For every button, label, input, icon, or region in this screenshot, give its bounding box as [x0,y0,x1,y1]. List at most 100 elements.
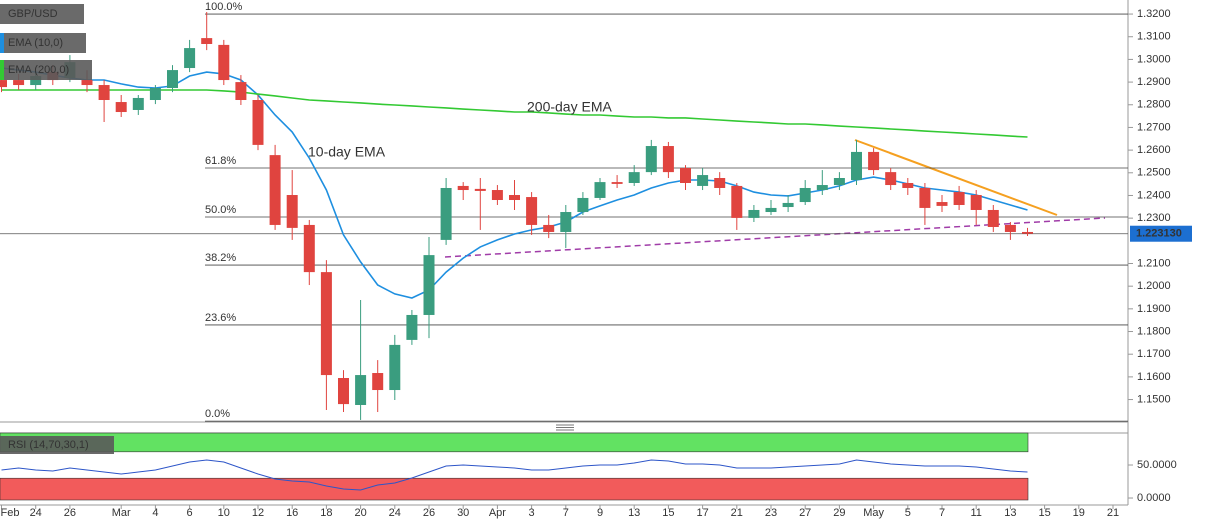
candle-body [851,151,862,181]
fib-label: 23.6% [205,312,236,324]
x-tick-label: 13 [628,507,640,519]
candle-body [474,188,486,191]
fib-label: 100.0% [205,1,243,13]
y-tick-label: 0.0000 [1137,492,1171,504]
candle-body [816,185,828,191]
legend-label: EMA (200,0) [8,64,69,76]
candle-body [13,80,25,86]
legend-label: EMA (10,0) [8,37,63,49]
candle-body [338,378,349,405]
candle-body [526,197,538,225]
candle-body [680,168,691,183]
annotation: 10-day EMA [308,144,386,160]
candle-body [1004,224,1016,232]
x-tick-label: Feb [1,507,20,519]
y-tick-label: 1.3200 [1137,8,1171,20]
candle-body [269,155,281,225]
y-tick-label: 1.1500 [1137,393,1171,405]
legend-swatch [0,33,4,53]
legend-box [0,33,86,53]
candle-body [748,209,760,218]
candle-body [0,80,7,88]
symbol-label: GBP/USD [8,8,58,20]
x-tick-label: 20 [354,507,366,519]
x-tick-label: 6 [187,507,193,519]
x-tick-label: 15 [1038,507,1050,519]
x-tick-label: 30 [457,507,469,519]
fib-label: 50.0% [205,204,236,216]
candle-body [167,70,178,88]
candle-body [132,97,144,110]
candle-body [440,187,452,240]
x-tick-label: 12 [252,507,264,519]
x-tick-label: 4 [152,507,158,519]
x-tick-label: 24 [389,507,401,519]
overbought-band [0,432,1029,453]
candle-body [218,44,230,81]
last-price-tag [1130,225,1192,242]
x-tick-label: 24 [30,507,42,519]
candle-body [509,195,520,201]
x-tick-label: 13 [1004,507,1016,519]
candle-body [697,175,709,186]
x-tick-label: 5 [905,507,911,519]
candle-body [953,192,965,205]
x-tick-label: 18 [320,507,332,519]
y-tick-label: 1.2100 [1137,257,1171,269]
x-tick-label: 3 [529,507,535,519]
candle-body [235,82,247,101]
candle-body [936,202,948,206]
candle-body [355,375,367,405]
x-tick-label: 15 [662,507,674,519]
last-price-label: 1.223130 [1136,228,1182,240]
x-tick-label: 23 [765,507,777,519]
x-tick-label: May [863,507,884,519]
y-tick-label: 1.1900 [1137,303,1171,315]
candle-body [1022,231,1033,234]
y-tick-label: 1.2500 [1137,167,1171,179]
candle-body [833,178,845,186]
candle-body [252,100,264,145]
candle-body [286,195,298,228]
x-tick-label: 19 [1073,507,1085,519]
y-tick-label: 1.2800 [1137,99,1171,111]
fib-label: 61.8% [205,155,236,167]
candle-body [885,172,897,186]
candle-body [303,224,315,273]
x-tick-label: 7 [939,507,945,519]
x-tick-label: Mar [112,507,131,519]
fib-label: 38.2% [205,252,236,264]
candle-body [81,80,93,86]
candle-body [423,255,435,315]
candle-body [987,209,999,227]
oversold-band [0,477,1029,501]
y-tick-label: 1.2000 [1137,280,1171,292]
candle-body [201,38,213,44]
y-tick-label: 1.2900 [1137,76,1171,88]
legend-box [0,436,114,454]
annotation: 200-day EMA [527,99,612,115]
y-tick-label: 50.0000 [1137,459,1177,471]
y-tick-label: 1.1700 [1137,348,1171,360]
legend-box [0,4,84,24]
x-tick-label: 9 [597,507,603,519]
x-tick-label: 26 [423,507,435,519]
pane-handle[interactable] [556,424,574,431]
trend-line [854,139,1058,216]
candle-body [799,187,811,203]
candle-body [115,102,127,113]
fib-label: 0.0% [205,408,230,420]
candle-body [560,212,572,232]
candle-body [594,182,606,198]
x-tick-label: 27 [799,507,811,519]
candle-body [389,344,401,391]
x-tick-label: 11 [970,507,981,519]
candle-body [184,48,196,69]
candle-body [645,146,657,173]
y-tick-label: 1.2400 [1137,189,1171,201]
x-tick-label: 29 [833,507,845,519]
x-tick-label: 10 [218,507,230,519]
candle-body [919,187,931,208]
candle-body [320,272,332,376]
y-tick-label: 1.3100 [1137,31,1171,43]
